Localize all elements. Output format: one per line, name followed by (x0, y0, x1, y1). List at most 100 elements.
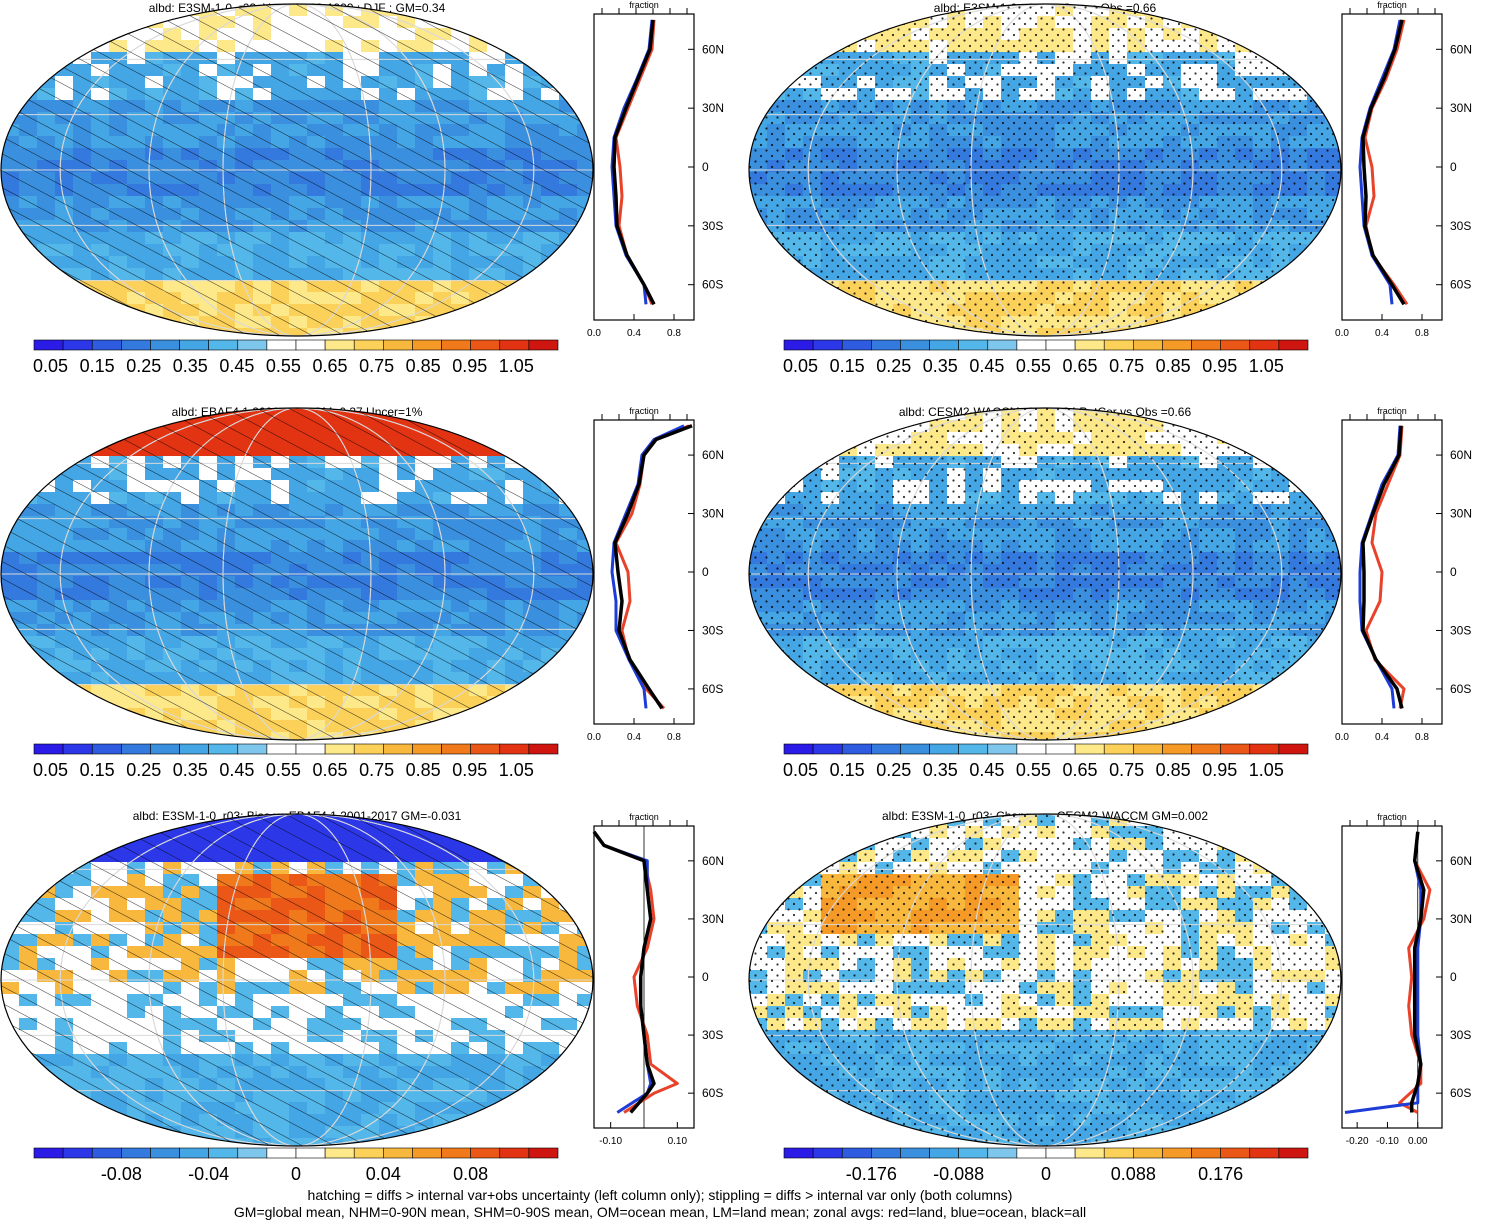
panel-2: albd: E3SM-1-0_r03 PatCor vs Obs =0.66fr… (749, 0, 1472, 376)
colorbar-swatch (121, 340, 150, 350)
colorbar-tick-label: 0.176 (1198, 1164, 1243, 1184)
lat-label: 30N (702, 101, 724, 115)
colorbar-tick-label: 0.85 (1156, 356, 1191, 376)
lat-label: 30N (702, 507, 724, 521)
colorbar-tick-label: 1.05 (499, 760, 534, 780)
lat-label: 60S (702, 682, 723, 696)
colorbar-swatch (871, 1148, 900, 1158)
map-field (1, 408, 596, 745)
colorbar-swatch (442, 1148, 471, 1158)
colorbar-swatch (1017, 744, 1046, 754)
lat-label: 0 (1450, 970, 1457, 984)
zonal-line-land (616, 20, 654, 304)
colorbar-swatch (842, 744, 871, 754)
colorbar-swatch (325, 340, 354, 350)
colorbar-swatch (121, 1148, 150, 1158)
colorbar-tick-label: 0.15 (830, 760, 865, 780)
map-field (749, 4, 1344, 341)
colorbar-swatch (813, 340, 842, 350)
zonal-axis-title: fraction (629, 0, 659, 10)
panel-5: albd: E3SM-1-0_r03: Bias vs EBAF4.1 2001… (1, 809, 724, 1184)
colorbar-tick-label: 0.65 (1062, 760, 1097, 780)
lat-label: 60S (1450, 278, 1471, 292)
colorbar-swatch (121, 744, 150, 754)
colorbar-tick-label: 0.45 (969, 760, 1004, 780)
colorbar-swatch (1162, 1148, 1191, 1158)
colorbar-swatch (1046, 1148, 1075, 1158)
zonal-tick-label: 0.8 (667, 328, 681, 339)
zonal-axis-title: fraction (1377, 406, 1407, 416)
zonal-line-land (616, 426, 689, 709)
colorbar-swatch (354, 340, 383, 350)
lat-label: 60S (1450, 1086, 1471, 1100)
colorbar-tick-label: 0.55 (266, 356, 301, 376)
colorbar-swatch (1046, 340, 1075, 350)
colorbar-swatch (1162, 340, 1191, 350)
colorbar-tick-label: 0.35 (173, 356, 208, 376)
colorbar-tick-label: 0.15 (80, 356, 115, 376)
lat-label: 30S (702, 623, 723, 637)
colorbar-tick-label: 0.05 (33, 356, 68, 376)
colorbar-tick-label: 0.25 (126, 760, 161, 780)
colorbar-swatch (1075, 340, 1104, 350)
map-field (749, 814, 1344, 1151)
colorbar-swatch (150, 340, 179, 350)
colorbar-swatch (1075, 744, 1104, 754)
zonal-tick-label: 0.8 (667, 732, 681, 743)
colorbar-swatch (150, 1148, 179, 1158)
colorbar-swatch (784, 1148, 813, 1158)
colorbar-tick-label: 0.04 (366, 1164, 401, 1184)
colorbar-swatch (842, 340, 871, 350)
colorbar-tick-label: 0.35 (173, 760, 208, 780)
zonal-line-ocean (1345, 832, 1421, 1113)
footer-legend-note: GM=global mean, NHM=0-90N mean, SHM=0-90… (0, 1203, 1320, 1221)
zonal-tick-label: -0.10 (1376, 1136, 1399, 1147)
lat-label: 60S (1450, 682, 1471, 696)
colorbar-swatch (1162, 744, 1191, 754)
colorbar-tick-label: 0.75 (1109, 356, 1144, 376)
colorbar-tick-label: 0.45 (219, 356, 254, 376)
zonal-axis-title: fraction (629, 812, 659, 822)
colorbar-swatch (209, 744, 238, 754)
lat-label: 30S (1450, 219, 1471, 233)
zonal-tick-label: -0.10 (599, 1136, 622, 1147)
colorbar-swatch (150, 744, 179, 754)
colorbar-swatch (296, 744, 325, 754)
colorbar-swatch (500, 744, 529, 754)
colorbar-swatch (325, 1148, 354, 1158)
lat-label: 60N (702, 448, 724, 462)
colorbar-swatch (930, 1148, 959, 1158)
colorbar-tick-label: 0.95 (1202, 356, 1237, 376)
colorbar-tick-label: 0 (291, 1164, 301, 1184)
zonal-tick-label: 0.8 (1415, 732, 1429, 743)
colorbar-swatch (92, 1148, 121, 1158)
lat-label: 30S (702, 1028, 723, 1042)
colorbar-tick-label: 0.65 (312, 760, 347, 780)
lat-label: 60S (702, 1086, 723, 1100)
lat-label: 0 (702, 565, 709, 579)
zonal-line-land (1366, 426, 1404, 709)
colorbar-tick-label: 0.08 (453, 1164, 488, 1184)
zonal-tick-label: 0.8 (1415, 328, 1429, 339)
colorbar-swatch (209, 1148, 238, 1158)
zonal-tick-label: 0.10 (668, 1136, 688, 1147)
colorbar-swatch (92, 340, 121, 350)
zonal-axis-title: fraction (1377, 0, 1407, 10)
zonal-tick-label: 0.00 (1408, 1136, 1428, 1147)
colorbar-swatch (471, 340, 500, 350)
colorbar-swatch (238, 1148, 267, 1158)
colorbar-swatch (471, 744, 500, 754)
colorbar-swatch (325, 744, 354, 754)
map-field (749, 408, 1344, 745)
zonal-axis-title: fraction (1377, 812, 1407, 822)
lat-label: 30N (702, 912, 724, 926)
colorbar-swatch (813, 744, 842, 754)
zonal-tick-label: 0.4 (1375, 732, 1389, 743)
colorbar-swatch (1104, 340, 1133, 350)
zonal-tick-label: 0.0 (587, 732, 601, 743)
colorbar-tick-label: 0.088 (1111, 1164, 1156, 1184)
lat-label: 30S (1450, 1028, 1471, 1042)
